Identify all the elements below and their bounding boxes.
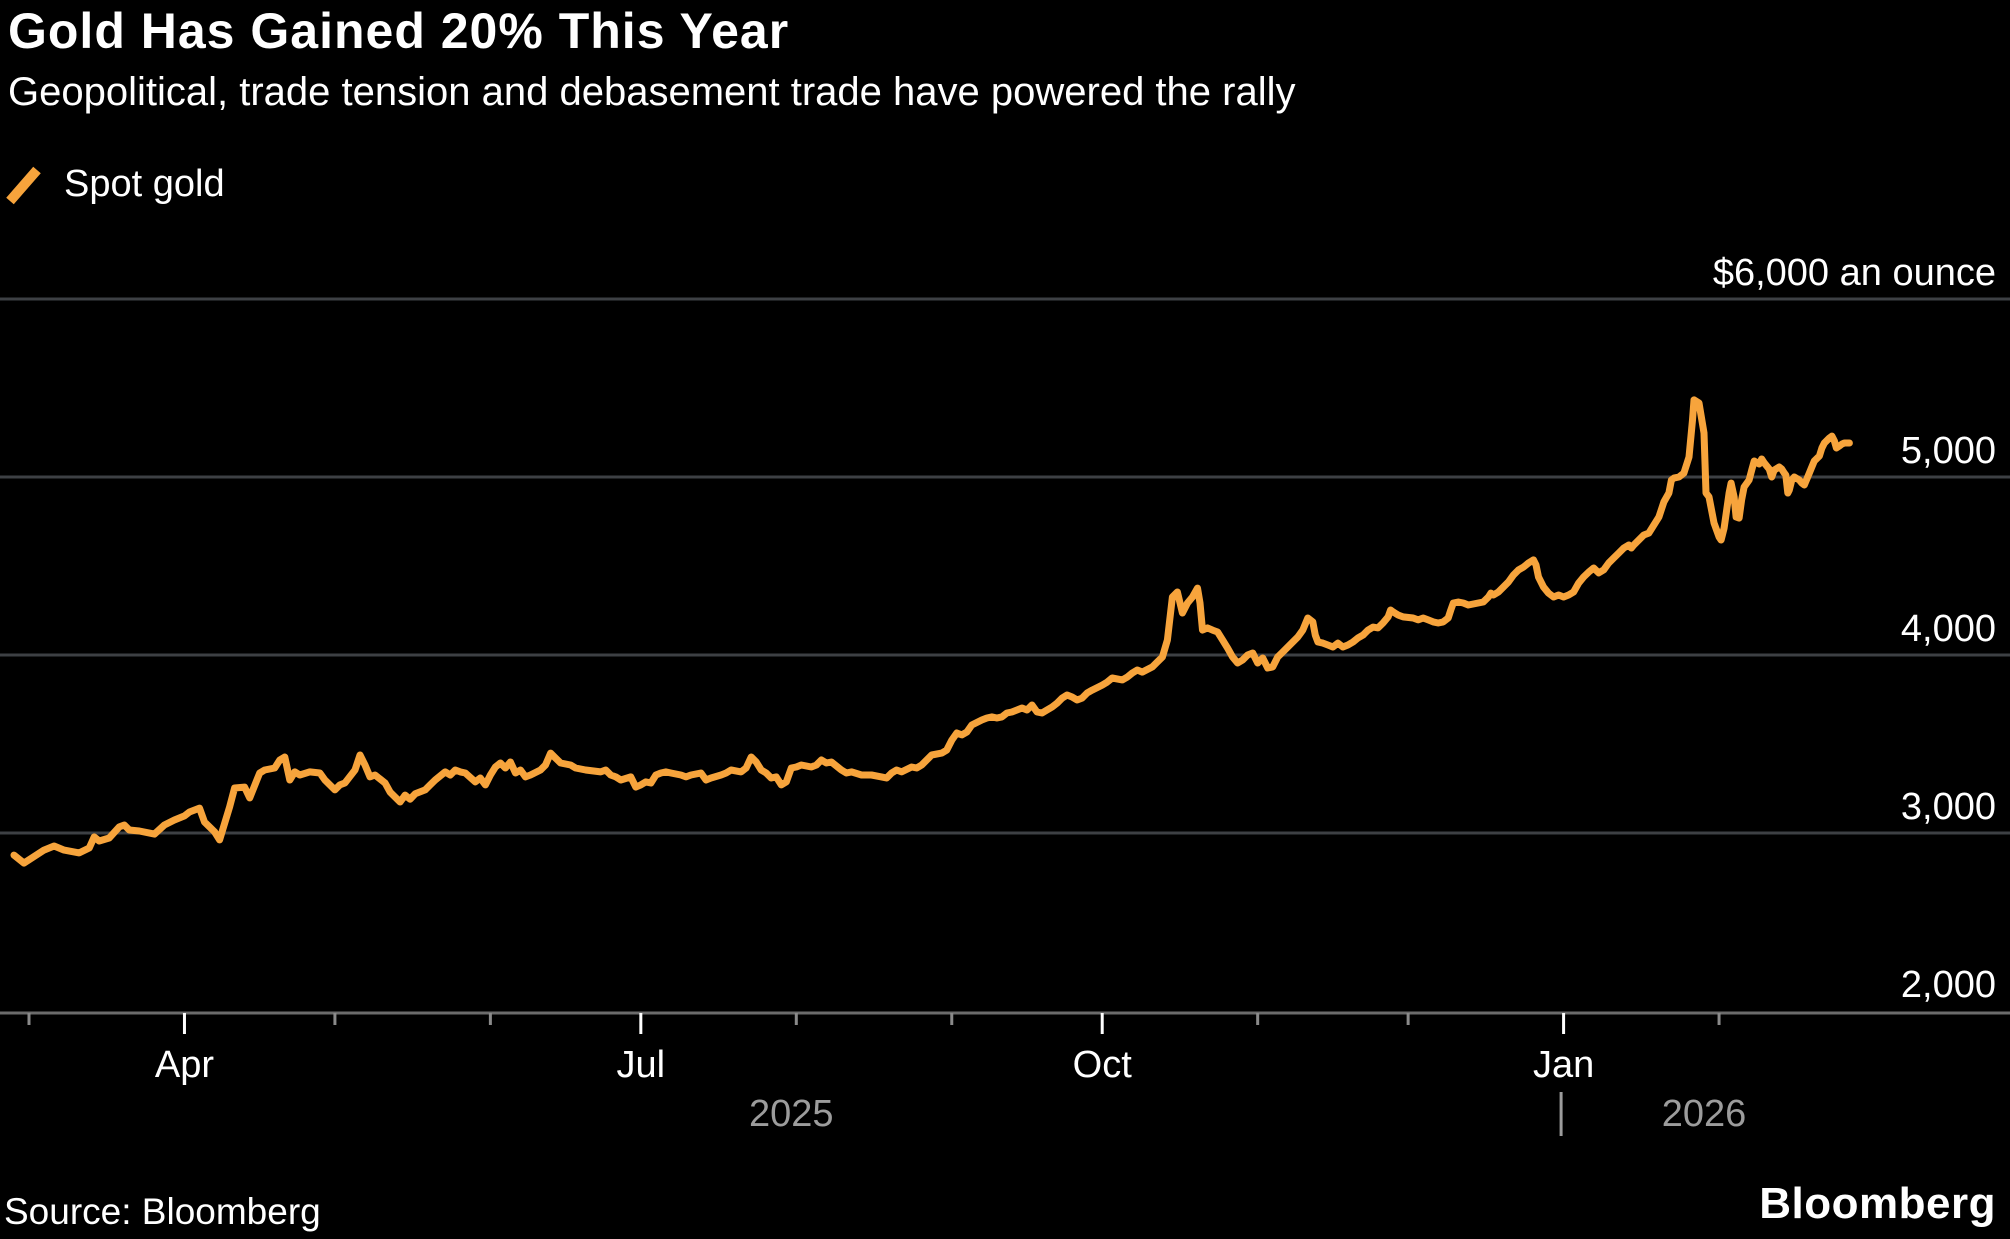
y-axis-label-6000: $6,000 an ounce <box>1713 252 1996 294</box>
x-axis-label-oct: Oct <box>1073 1044 1133 1086</box>
x-axis-label-apr: Apr <box>155 1044 214 1086</box>
page-title: Gold Has Gained 20% This Year <box>8 3 790 59</box>
x-axis-label-jan: Jan <box>1533 1044 1594 1086</box>
source-attribution: Source: Bloomberg <box>4 1191 321 1232</box>
bloomberg-logo: Bloomberg <box>1759 1179 1996 1228</box>
year-label-2026: 2026 <box>1662 1093 1747 1135</box>
x-axis-label-jul: Jul <box>617 1044 666 1086</box>
page-subtitle: Geopolitical, trade tension and debaseme… <box>8 70 1296 114</box>
y-axis-label-4000: 4,000 <box>1901 608 1996 650</box>
y-axis-label-3000: 3,000 <box>1901 786 1996 828</box>
legend-label-spot-gold: Spot gold <box>64 163 225 205</box>
year-label-2025: 2025 <box>749 1093 834 1135</box>
y-axis-label-2000: 2,000 <box>1901 964 1996 1006</box>
spot-gold-line-series <box>10 396 1853 867</box>
spot-gold-line-swatch-icon <box>6 166 41 204</box>
y-axis-label-5000: 5,000 <box>1901 430 1996 472</box>
legend: Spot gold <box>6 163 225 206</box>
